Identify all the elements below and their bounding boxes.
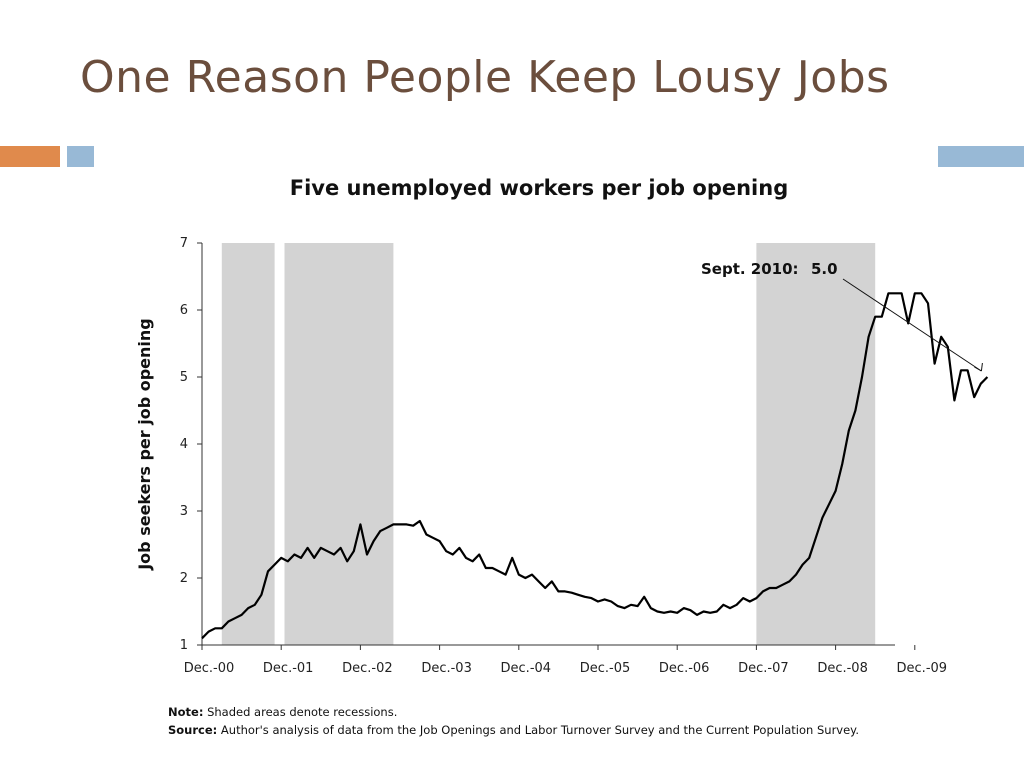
y-tick-label: 6 (180, 303, 188, 318)
x-tick-label: Dec.-05 (580, 661, 631, 676)
source-line: Source: Author's analysis of data from t… (168, 723, 859, 737)
y-tick-label: 4 (180, 437, 188, 452)
x-tick-label: Dec.-07 (738, 661, 789, 676)
y-tick-label: 5 (180, 370, 188, 385)
y-tick-label: 3 (180, 504, 188, 519)
x-tick-label: Dec.-08 (817, 661, 868, 676)
annotation-arrow-line (842, 278, 982, 372)
series-layer (201, 292, 989, 640)
y-tick-label: 2 (180, 571, 188, 586)
recession-band-0 (221, 243, 275, 645)
x-tick-label: Dec.-00 (184, 661, 235, 676)
note-label: Note: (168, 705, 204, 719)
accent-bar-blue-small (67, 146, 94, 167)
annotation-value: 5.0 (811, 260, 838, 278)
recession-band-1 (284, 243, 394, 645)
note-text: Shaded areas denote recessions. (207, 705, 398, 719)
chart-title: Five unemployed workers per job opening (289, 176, 789, 200)
note-line: Note: Shaded areas denote recessions. (168, 705, 397, 719)
y-tick-label: 7 (180, 236, 188, 251)
x-tick-label: Dec.-04 (501, 661, 552, 676)
annotation-layer: Sept. 2010: 5.0 (701, 260, 983, 372)
x-tick-label: Dec.-06 (659, 661, 710, 676)
accent-bar-orange (0, 146, 60, 167)
x-tick-label: Dec.-01 (263, 661, 314, 676)
y-axis-title: Job seekers per job opening (135, 318, 154, 571)
x-tick-label: Dec.-02 (342, 661, 393, 676)
accent-bar-blue-right (938, 146, 1024, 167)
y-tick-label: 1 (180, 638, 188, 653)
recession-band-2 (756, 243, 876, 645)
series-line-0 (201, 292, 989, 640)
x-tick-label: Dec.-09 (897, 661, 948, 676)
source-label: Source: (168, 723, 218, 737)
source-text: Author's analysis of data from the Job O… (220, 723, 860, 737)
annotation-arrow-head (974, 362, 983, 372)
slide-title: One Reason People Keep Lousy Jobs (80, 52, 890, 103)
x-tick-label: Dec.-03 (421, 661, 472, 676)
annotation-label: Sept. 2010: (701, 260, 799, 278)
axes-layer: 1 2 3 4 5 6 7 Dec.-00 Dec.-01 Dec.-02 Dec.-03 Dec.-… (135, 236, 947, 676)
